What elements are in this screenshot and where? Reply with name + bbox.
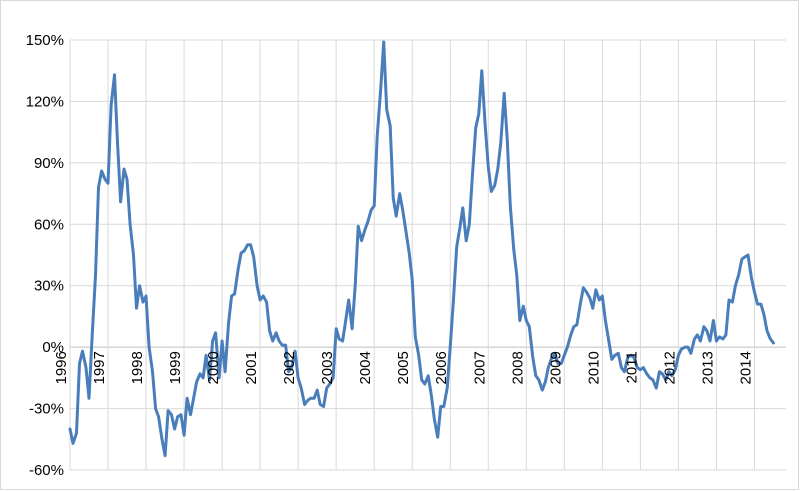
y-tick-label: 90% <box>34 155 64 172</box>
x-tick-label: 2010 <box>585 351 602 384</box>
x-tick-label: 2005 <box>395 351 412 384</box>
y-tick-label: 0% <box>42 339 64 356</box>
x-tick-label: 2012 <box>661 351 678 384</box>
x-tick-label: 2011 <box>623 351 640 383</box>
y-tick-label: 60% <box>34 216 64 233</box>
x-tick-label: 2003 <box>319 351 336 384</box>
x-tick-label: 1999 <box>167 351 184 384</box>
grid <box>69 39 786 471</box>
y-tick-label: -30% <box>29 401 64 418</box>
x-axis-ticks: 1996 1997 1998 1999 2000 2001 2002 2003 2004 2005… <box>53 351 754 384</box>
y-tick-label: 150% <box>26 32 64 49</box>
x-tick-label: 1998 <box>129 351 146 384</box>
x-tick-label: 1997 <box>91 351 108 384</box>
x-tick-label: 2009 <box>547 351 564 384</box>
y-tick-label: -60% <box>29 462 64 479</box>
x-tick-label: 2008 <box>509 351 526 384</box>
x-tick-label: 2002 <box>281 351 298 384</box>
y-tick-label: 120% <box>26 93 64 110</box>
series-line-0 <box>68 40 775 458</box>
x-tick-label: 2013 <box>699 351 716 384</box>
x-tick-label: 1996 <box>53 351 70 384</box>
series-layer <box>68 40 775 458</box>
x-tick-label: 2006 <box>433 351 450 384</box>
x-tick-label: 2007 <box>471 351 488 384</box>
y-tick-label: 30% <box>34 278 64 295</box>
y-axis-ticks: -60% -30% 0% 30% 60% 90% 120% 150% <box>26 32 64 479</box>
x-tick-label: 2000 <box>205 351 222 384</box>
x-tick-label: 2001 <box>243 351 260 384</box>
x-tick-label: 2004 <box>357 351 374 384</box>
x-tick-label: 2014 <box>737 351 754 384</box>
